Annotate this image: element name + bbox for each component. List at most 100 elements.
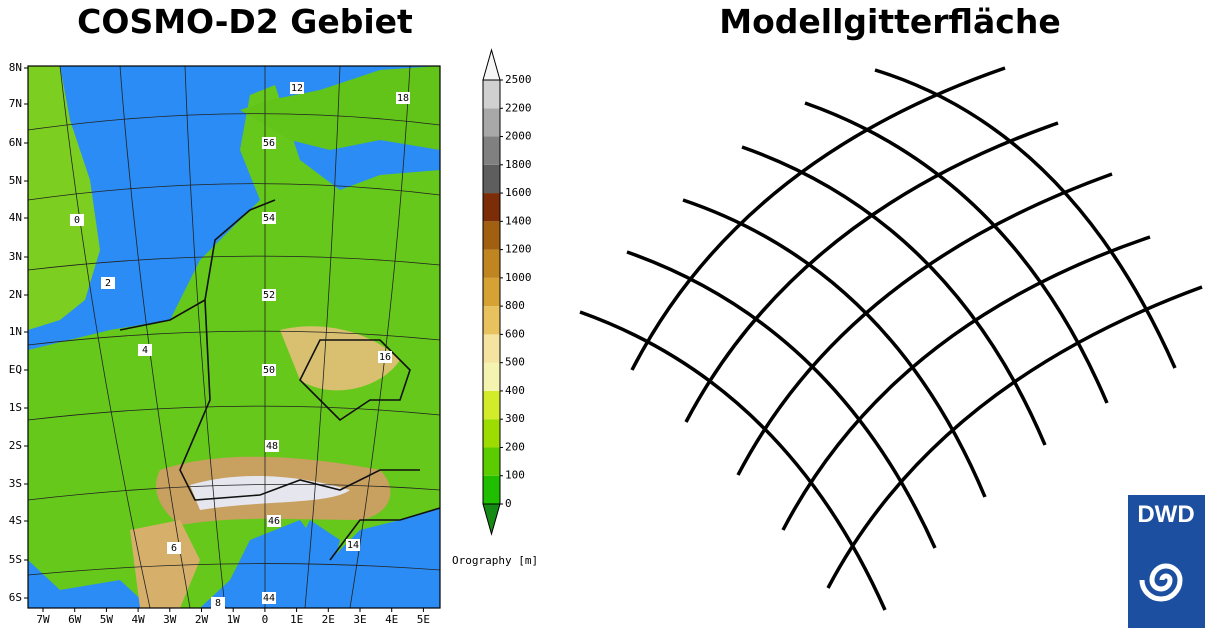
y-label: 4N	[9, 211, 22, 224]
hills	[280, 326, 400, 391]
x-label: 7W	[36, 613, 50, 626]
grid-label-box	[267, 515, 281, 527]
grid-line-b	[736, 172, 1113, 476]
x-label: 5E	[417, 613, 430, 626]
x-label: 3E	[353, 613, 366, 626]
grid-line-b	[684, 121, 1059, 423]
x-label: 0	[262, 613, 269, 626]
grid-label: 2	[105, 278, 111, 289]
colorbar-label: Orography [m]	[452, 554, 538, 567]
grid-line-b	[630, 66, 1006, 371]
dwd-logo: DWD	[1128, 495, 1205, 628]
colorbar-band	[483, 419, 500, 448]
colorbar-band	[483, 390, 500, 420]
colorbar-band	[483, 249, 500, 278]
y-label: 1S	[9, 401, 22, 414]
y-label: 7N	[9, 97, 22, 110]
logo-spiral	[1139, 563, 1183, 602]
colorbar-band	[483, 221, 500, 250]
y-label: 4S	[9, 514, 22, 527]
x-label: 5W	[100, 613, 114, 626]
colorbar-band	[483, 80, 500, 109]
y-label: 3S	[9, 477, 22, 490]
colorbar-tick-label: 200	[505, 440, 525, 453]
colorbar-tick-label: 100	[505, 469, 525, 482]
x-label: 4E	[385, 613, 398, 626]
map	[27, 65, 441, 609]
grid-label: 52	[263, 290, 275, 301]
colorbar-tick-label: 400	[505, 384, 525, 397]
y-label: 5S	[9, 553, 22, 566]
grid-line-b	[781, 235, 1151, 531]
x-label: 6W	[68, 613, 82, 626]
hills	[130, 520, 200, 608]
logo-text: DWD	[1137, 501, 1194, 528]
borders	[119, 199, 441, 561]
grid-label: 54	[263, 213, 275, 224]
grid-label: 18	[397, 93, 409, 104]
grid-line-a	[579, 310, 887, 611]
x-label: 1W	[227, 613, 241, 626]
colorbar-tick-label: 300	[505, 412, 525, 425]
grid-label: 14	[347, 540, 359, 551]
grid-label: 12	[291, 83, 303, 94]
colorbar-band	[483, 136, 500, 165]
colorbar-above	[482, 48, 501, 81]
colorbar-tick-label: 500	[505, 356, 525, 369]
grid-label-box	[346, 539, 360, 551]
y-label: 6N	[9, 136, 22, 149]
colorbar-tick-label: 0	[505, 497, 512, 510]
grid-label-box	[211, 597, 225, 609]
grid-label-box	[290, 82, 304, 94]
x-label: 1E	[290, 613, 303, 626]
grid-label-box	[262, 137, 276, 149]
grid-diagram	[579, 66, 1203, 611]
grid-label-box	[138, 344, 152, 356]
grid-label-box	[262, 289, 276, 301]
grid-label: 50	[263, 365, 275, 376]
logo-box	[1128, 495, 1205, 628]
colorbar-band	[483, 475, 500, 504]
colorbar-tick-label: 1400	[505, 214, 532, 227]
colorbar-band	[483, 362, 500, 391]
grid-label: 6	[171, 543, 177, 554]
grid-line-a	[682, 198, 987, 498]
grid-label-box	[70, 214, 84, 226]
grid-line-b	[826, 285, 1203, 589]
land	[240, 66, 440, 150]
x-label: 2E	[322, 613, 335, 626]
colorbar-band	[483, 306, 500, 335]
colorbar-band	[483, 193, 500, 222]
y-label: 2S	[9, 439, 22, 452]
y-label: 2N	[9, 288, 22, 301]
grid-label: 56	[263, 138, 275, 149]
colorbar-below	[482, 503, 501, 536]
grid-label-box	[265, 440, 279, 452]
colorbar-band	[483, 447, 500, 476]
x-label: 2W	[195, 613, 209, 626]
grid-line-a	[626, 250, 937, 549]
grid-label: 0	[74, 215, 80, 226]
colorbar-tick-label: 1600	[505, 186, 532, 199]
grid-label-box	[378, 351, 392, 363]
left-title: COSMO-D2 Gebiet	[77, 2, 413, 41]
grid-label-box	[101, 277, 115, 289]
colorbar-tick-label: 1000	[505, 271, 532, 284]
grid-label: 46	[268, 516, 280, 527]
grid-line-a	[741, 145, 1047, 446]
grid-label: 44	[263, 593, 275, 604]
colorbar-band	[483, 334, 500, 363]
graticule	[27, 65, 441, 609]
grid-label: 16	[379, 352, 391, 363]
grid-label-box	[262, 364, 276, 376]
y-label: 6S	[9, 591, 22, 604]
colorbar-tick-label: 2500	[505, 73, 532, 86]
grid-line-a	[874, 68, 1177, 369]
colorbar-frame	[482, 79, 501, 505]
x-label: 3W	[163, 613, 177, 626]
grid-label-box	[262, 212, 276, 224]
colorbar-tick-label: 2000	[505, 130, 532, 143]
colorbar-tick-label: 600	[505, 327, 525, 340]
y-label: 5N	[9, 174, 22, 187]
